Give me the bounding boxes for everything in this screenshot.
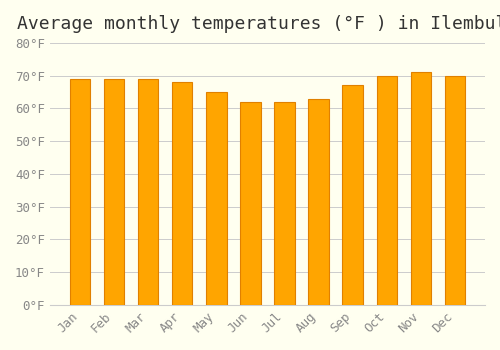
Bar (308, 99, 329, 305)
Bar (240, 102, 260, 305)
Title: Average monthly temperatures (°F ) in Ilembula: Average monthly temperatures (°F ) in Il… (18, 15, 500, 33)
Bar (376, 76, 397, 305)
Bar (104, 79, 124, 305)
Bar (342, 85, 363, 305)
Bar (410, 72, 431, 305)
Bar (445, 76, 465, 305)
Bar (172, 82, 193, 305)
Bar (70, 79, 90, 305)
Bar (206, 92, 227, 305)
Bar (138, 79, 158, 305)
Bar (274, 102, 294, 305)
